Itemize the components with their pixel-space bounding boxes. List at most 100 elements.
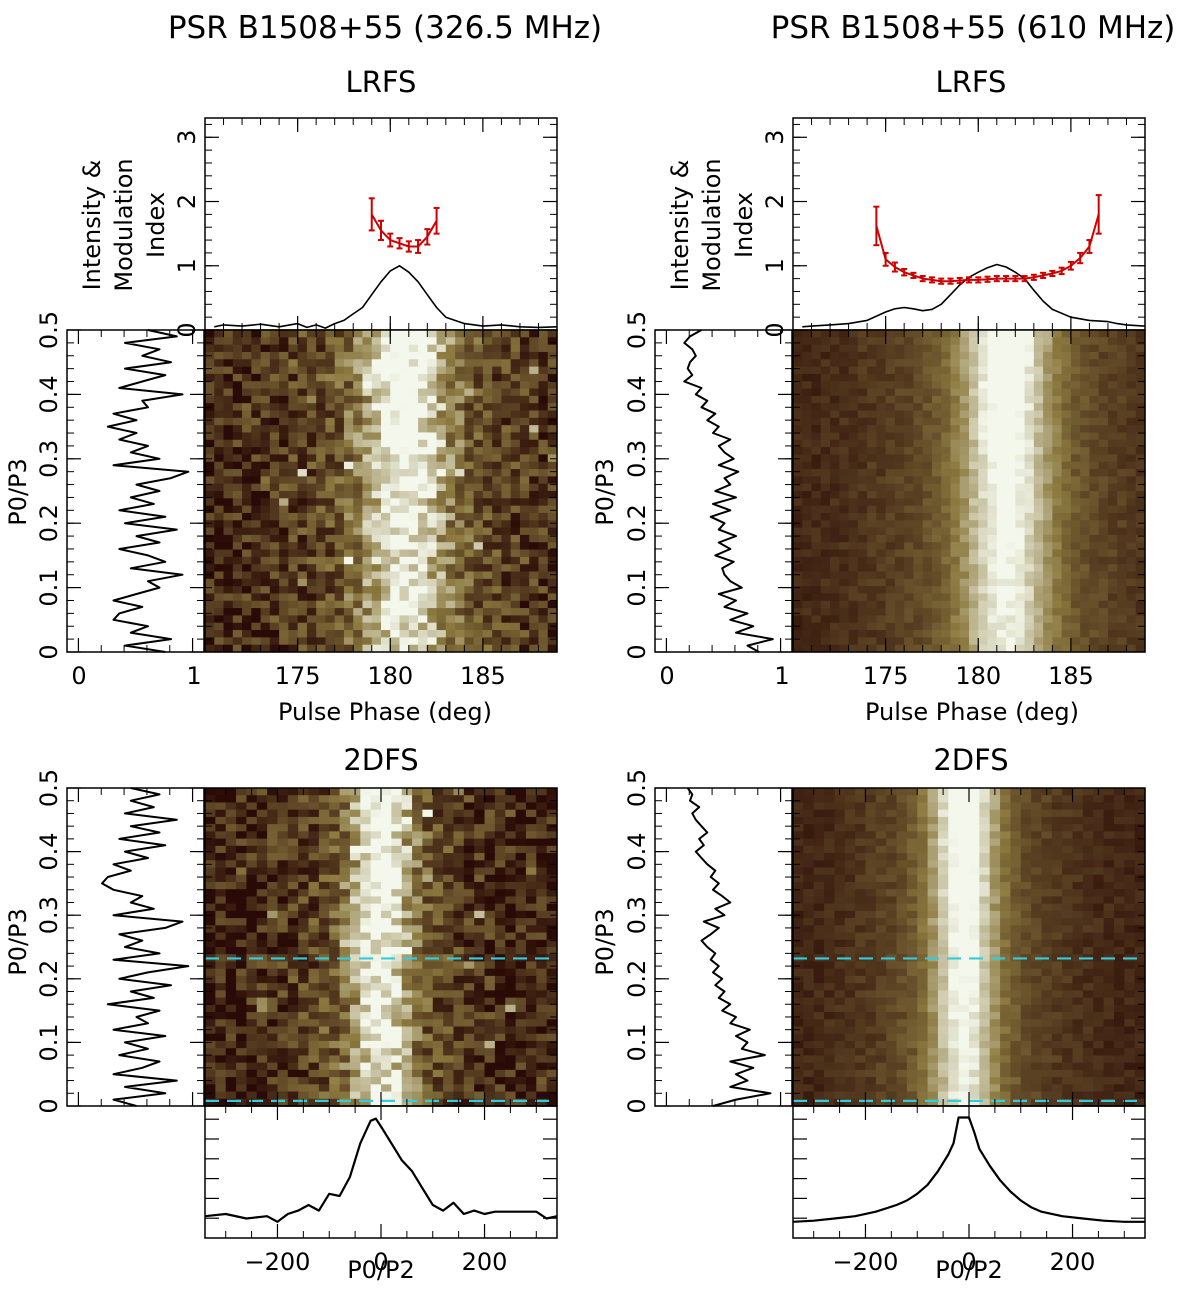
heatmap-cell xyxy=(334,542,345,551)
heatmap-cell xyxy=(492,461,503,470)
heatmap-cell xyxy=(353,564,364,573)
heatmap-cell xyxy=(464,351,475,360)
heatmap-cell xyxy=(418,615,428,624)
heatmap-cell xyxy=(370,795,382,804)
heatmap-cell xyxy=(941,351,952,360)
heatmap-cell xyxy=(422,824,434,832)
heatmap-cell xyxy=(298,1033,310,1042)
heatmap-cell xyxy=(547,330,558,338)
heatmap-cell xyxy=(473,403,484,412)
heatmap-cell xyxy=(455,476,465,485)
heatmap-cell xyxy=(1043,403,1053,412)
heatmap-cell xyxy=(306,600,317,609)
heatmap-cell xyxy=(494,1033,506,1042)
modulation-index-point xyxy=(873,205,880,247)
heatmap-cell xyxy=(306,381,317,390)
heatmap-cell xyxy=(463,788,475,796)
heatmap-cell xyxy=(381,1084,392,1093)
heatmap-cell xyxy=(978,432,989,441)
heatmap-cell xyxy=(422,860,434,869)
heatmap-cell xyxy=(225,1098,237,1107)
heatmap-cell xyxy=(339,961,351,970)
heatmap-cell xyxy=(922,337,933,346)
heatmap-cell xyxy=(867,366,877,375)
heatmap-cell xyxy=(436,578,447,587)
heatmap-cell xyxy=(505,1012,517,1020)
heatmap-cell xyxy=(399,403,410,412)
heatmap-cell xyxy=(215,954,227,963)
heatmap-cell xyxy=(987,520,998,529)
heatmap-cell xyxy=(399,388,410,397)
heatmap-cell xyxy=(246,1055,258,1064)
heatmap-cell xyxy=(279,395,289,404)
heatmap-cell xyxy=(223,630,234,638)
heatmap-cell xyxy=(269,454,280,463)
heatmap-cell xyxy=(418,447,428,456)
heatmap-cell xyxy=(214,600,225,609)
heatmap-cell xyxy=(418,556,428,565)
heatmap-cell xyxy=(1043,461,1053,470)
heatmap-cell xyxy=(339,903,351,912)
heatmap-cell xyxy=(381,831,392,840)
heatmap-cell xyxy=(316,608,327,617)
heatmap-cell xyxy=(913,388,924,397)
heatmap-cell xyxy=(515,845,527,854)
heatmap-cell xyxy=(349,1026,361,1035)
heatmap-cell xyxy=(876,476,887,485)
heatmap-cell xyxy=(455,615,465,624)
heatmap-cell xyxy=(432,824,444,832)
heatmap-cell xyxy=(408,593,419,602)
heatmap-cell xyxy=(519,556,530,565)
heatmap-cell xyxy=(318,932,330,941)
heatmap-cell xyxy=(260,439,271,448)
heatmap-cell xyxy=(484,845,496,854)
heatmap-cell xyxy=(857,381,868,390)
heatmap-cell xyxy=(793,330,803,338)
heatmap-cell xyxy=(492,381,503,390)
heatmap-cell xyxy=(329,947,341,955)
heatmap-cell xyxy=(214,564,225,573)
heatmap-cell xyxy=(297,498,308,507)
heatmap-cell xyxy=(941,432,952,441)
heatmap-cell xyxy=(225,788,237,796)
heatmap-cell xyxy=(894,520,905,529)
heatmap-cell xyxy=(432,816,444,825)
heatmap-cell xyxy=(223,637,234,646)
heatmap-cell xyxy=(445,366,456,375)
heatmap-cell xyxy=(408,359,419,368)
heatmap-cell xyxy=(464,432,475,441)
plot-frame xyxy=(792,117,1146,331)
heatmap-cell xyxy=(1033,403,1044,412)
heatmap-cell xyxy=(297,527,308,536)
heatmap-cell xyxy=(1024,366,1035,375)
heatmap-cell xyxy=(996,425,1007,434)
heatmap-cell xyxy=(391,939,403,948)
heatmap-cell xyxy=(525,1069,537,1078)
heatmap-cell xyxy=(510,388,521,397)
heatmap-cell xyxy=(401,860,413,869)
heatmap-cell xyxy=(334,388,345,397)
heatmap-cell xyxy=(362,447,373,456)
heatmap-cell xyxy=(445,608,456,617)
heatmap-cell xyxy=(443,1084,455,1093)
heatmap-cell xyxy=(339,918,351,926)
heatmap-cell xyxy=(412,975,424,984)
heatmap-cell xyxy=(510,410,521,419)
heatmap-cell xyxy=(474,918,486,926)
heatmap-cell xyxy=(802,366,813,375)
heatmap-cell xyxy=(408,571,419,580)
heatmap-cell xyxy=(922,417,933,426)
heatmap-cell xyxy=(894,373,905,382)
heatmap-cell xyxy=(298,1091,310,1100)
heatmap-cell xyxy=(464,403,475,412)
heatmap-cell xyxy=(1052,469,1063,477)
heatmap-cell xyxy=(381,824,392,832)
heatmap-cell xyxy=(1135,491,1146,499)
heatmap-cell xyxy=(408,630,419,638)
heatmap-cell xyxy=(1126,439,1137,448)
heatmap-cell xyxy=(1107,373,1118,382)
heatmap-cell xyxy=(329,1019,341,1028)
heatmap-cell xyxy=(390,439,401,448)
heatmap-cell xyxy=(492,505,503,514)
heatmap-cell xyxy=(371,491,382,499)
